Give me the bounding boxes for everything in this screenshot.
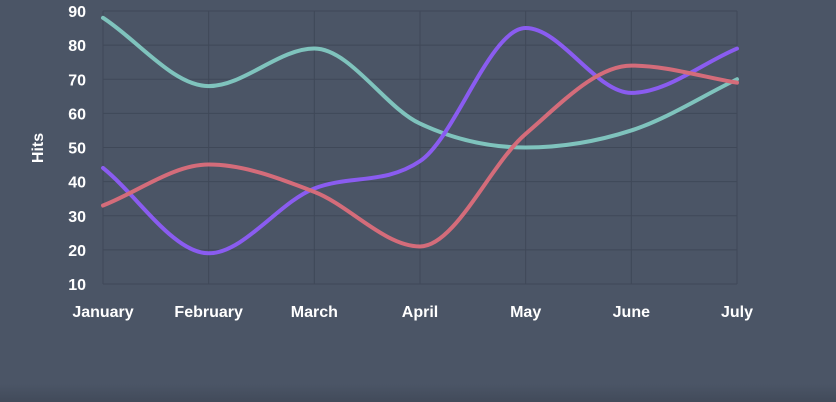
y-axis-ticks: 10 20 30 40 50 60 70 80 90 [68, 4, 86, 294]
series-line-2 [101, 63, 739, 249]
x-tick-label: January [72, 304, 133, 321]
x-tick-label: July [721, 304, 753, 321]
y-tick-label: 60 [68, 106, 86, 123]
series-line-0 [101, 15, 739, 150]
x-tick-label: February [174, 304, 243, 321]
y-tick-label: 20 [68, 243, 86, 260]
x-tick-label: March [291, 304, 338, 321]
y-tick-label: 70 [68, 72, 86, 89]
y-tick-label: 30 [68, 209, 86, 226]
y-tick-label: 10 [68, 277, 86, 294]
y-axis-title: Hits [30, 133, 47, 163]
grid [102, 10, 738, 285]
y-tick-label: 50 [68, 141, 86, 158]
x-tick-label: May [510, 304, 541, 321]
y-tick-label: 40 [68, 175, 86, 192]
x-tick-label: June [613, 304, 650, 321]
panel-bottom-shade [0, 384, 836, 402]
x-tick-label: April [402, 304, 438, 321]
y-tick-label: 80 [68, 38, 86, 55]
series-lines [101, 15, 739, 256]
y-tick-label: 90 [68, 4, 86, 21]
series-line-1 [101, 26, 739, 256]
x-axis-ticks: January February March April May June July [72, 304, 753, 321]
